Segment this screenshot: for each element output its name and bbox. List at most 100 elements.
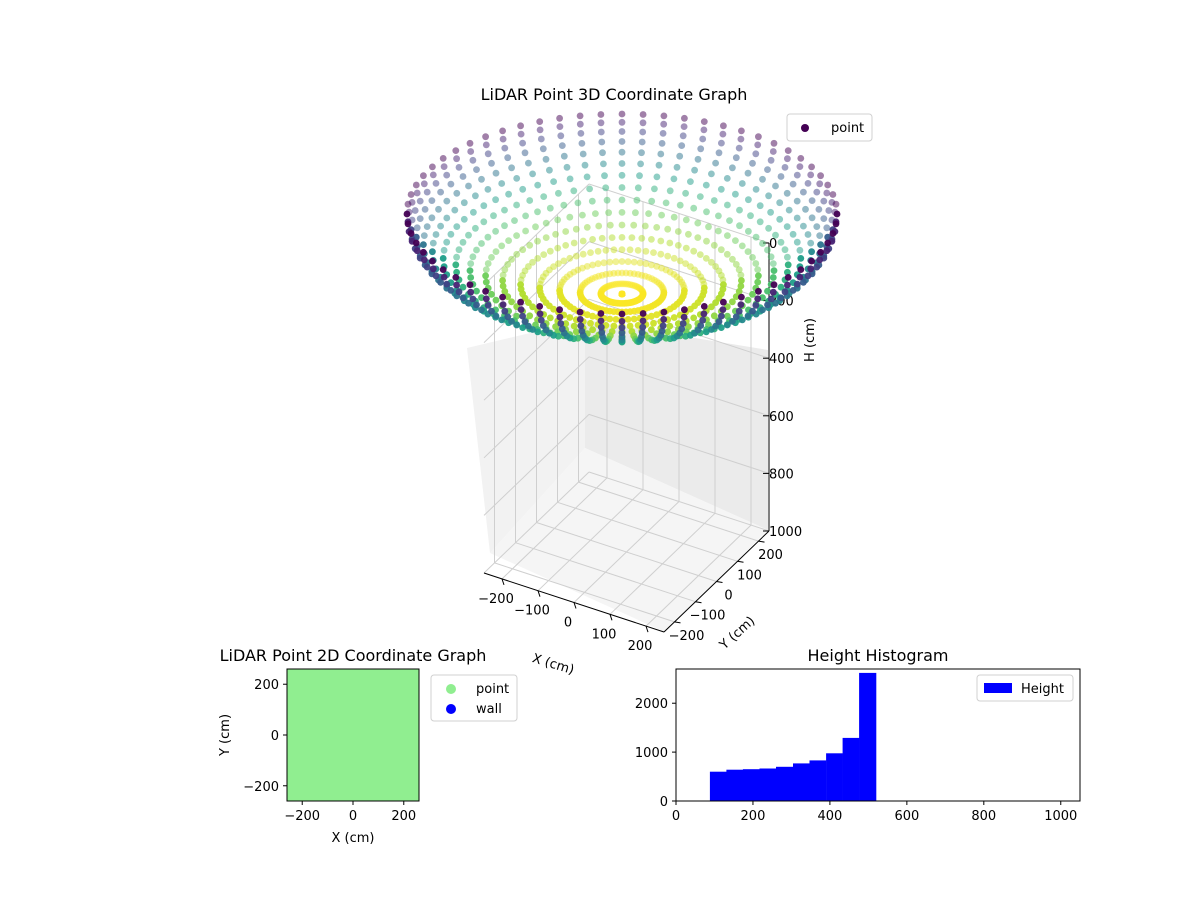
data-point (499, 301, 507, 308)
data-point (472, 192, 479, 200)
data-point (694, 219, 702, 227)
data-point (832, 200, 840, 208)
data-point (482, 141, 490, 149)
data-point (759, 240, 766, 247)
data-point (566, 254, 574, 262)
data-point (678, 325, 686, 333)
data-point (423, 263, 431, 271)
chart-3d[interactable]: LiDAR Point 3D Coordinate Graph −200−100… (403, 85, 873, 678)
data-point (600, 259, 608, 267)
data-point (459, 238, 467, 246)
data-point (813, 263, 821, 271)
data-point (630, 258, 638, 266)
data-point (478, 175, 485, 183)
data-point (411, 207, 419, 214)
data-point (583, 224, 591, 231)
data-point (808, 163, 815, 171)
data-point (813, 188, 821, 196)
data-point (566, 213, 574, 221)
data-point (738, 293, 745, 301)
data-point (566, 175, 574, 183)
data-point (618, 310, 626, 318)
data-point (653, 173, 661, 181)
data-point (453, 223, 461, 231)
data-point (626, 322, 634, 330)
data-point (729, 164, 736, 172)
data-point (747, 212, 754, 220)
data-point (539, 322, 547, 329)
data-point (610, 322, 618, 330)
data-point (624, 258, 632, 266)
data-point (744, 169, 752, 177)
data-point (501, 266, 509, 274)
data-point (439, 155, 447, 162)
histogram-ticks: 0 200 400 600 800 1000 0 1000 2000 (635, 697, 1077, 824)
data-point (767, 156, 775, 164)
data-point (610, 246, 618, 254)
data-point (738, 127, 745, 135)
x-tick-label: −100 (514, 604, 550, 619)
data-point (440, 246, 448, 254)
data-point (658, 140, 666, 147)
chart-2d[interactable]: LiDAR Point 2D Coordinate Graph −200 0 200… (218, 646, 518, 846)
data-point (579, 250, 587, 258)
data-point (823, 224, 831, 232)
data-point (453, 268, 460, 276)
data-point (413, 247, 421, 255)
data-point (429, 171, 437, 179)
data-point (776, 199, 784, 207)
data-point (650, 319, 657, 327)
data-point (597, 128, 605, 136)
data-point (800, 222, 807, 230)
data-point (752, 233, 760, 241)
data-point (595, 222, 603, 230)
data-point (589, 236, 596, 243)
data-point (594, 247, 602, 255)
data-point (807, 239, 815, 247)
chart-3d-legend: point (786, 113, 873, 142)
data-point (638, 329, 646, 336)
data-point (618, 128, 626, 135)
data-point (648, 236, 655, 243)
data-point (597, 317, 605, 325)
y-tick-label: 1000 (635, 746, 668, 761)
data-point (501, 288, 509, 295)
data-point (554, 216, 562, 224)
data-point (736, 206, 743, 214)
data-point (710, 197, 718, 204)
data-point (526, 197, 534, 204)
data-point (597, 310, 605, 317)
data-point (634, 184, 642, 192)
legend-height-label: Height (1021, 682, 1064, 697)
data-point (525, 159, 532, 167)
histogram-bars (709, 672, 877, 801)
data-point (562, 320, 570, 328)
data-point (793, 197, 801, 205)
data-point (459, 283, 467, 291)
data-point (789, 230, 797, 238)
data-point (754, 295, 762, 303)
data-point (499, 271, 507, 279)
data-point (729, 255, 736, 263)
data-point (776, 215, 784, 223)
data-point (403, 210, 411, 218)
data-point (796, 273, 804, 281)
data-point (421, 206, 429, 213)
data-point (492, 227, 499, 235)
data-point (659, 322, 667, 330)
data-point (676, 257, 684, 265)
data-point (690, 247, 698, 255)
x-tick-label: 1000 (1044, 809, 1077, 824)
data-point (673, 163, 681, 171)
y-tick-label: 2000 (635, 697, 668, 712)
data-point (660, 316, 668, 323)
data-point (588, 197, 596, 205)
data-point (466, 139, 474, 147)
data-point (576, 112, 584, 120)
data-point (578, 327, 586, 335)
data-point (659, 130, 667, 137)
data-point (681, 114, 688, 122)
data-point (735, 307, 743, 315)
chart-histogram[interactable]: Height Histogram 0 200 400 600 800 1000 0 1000 2… (635, 646, 1081, 824)
data-point (563, 163, 571, 171)
